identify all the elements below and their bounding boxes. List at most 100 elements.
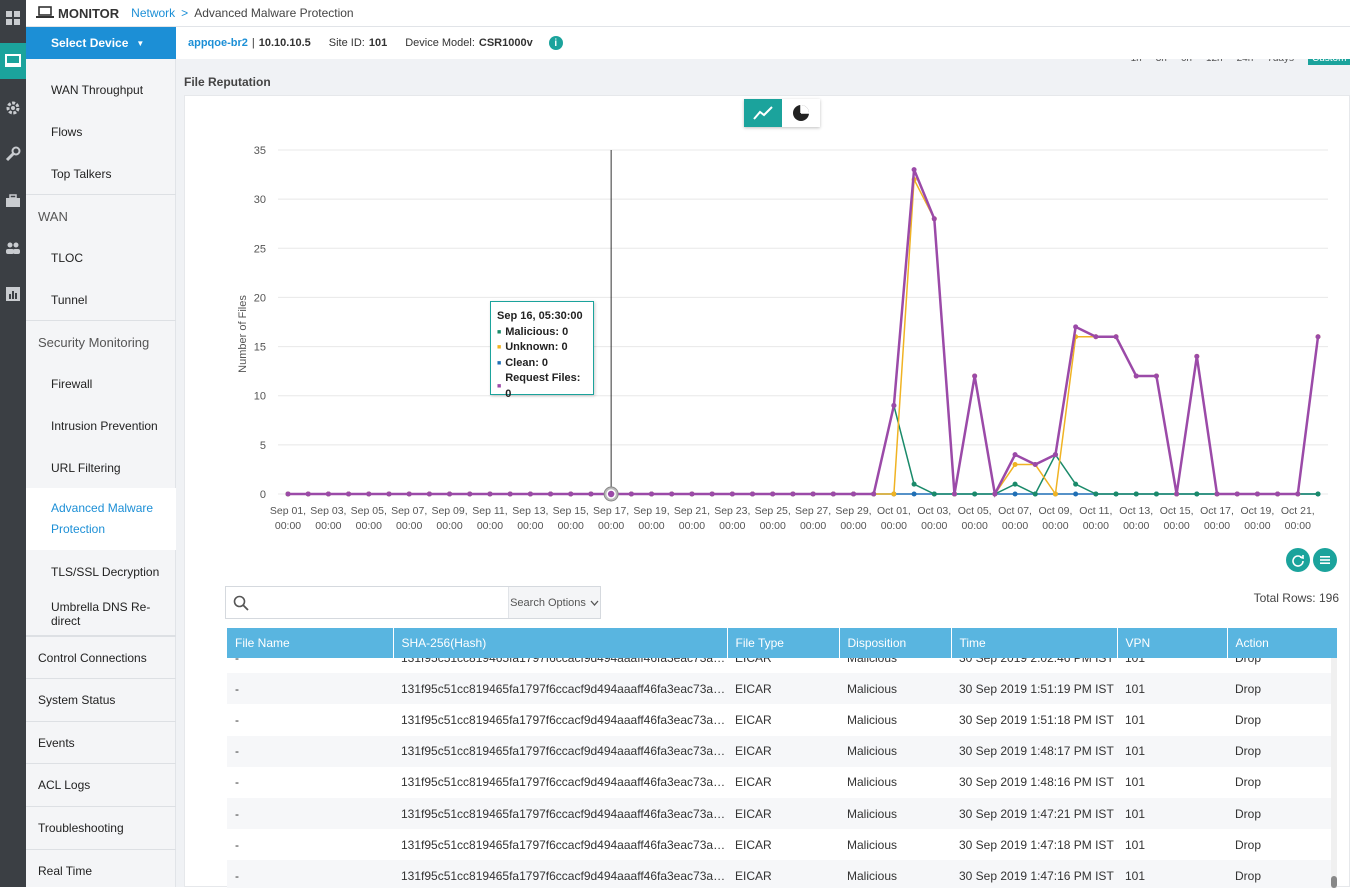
sidebar-item-top-talkers[interactable]: Top Talkers bbox=[26, 153, 176, 195]
select-device-button[interactable]: Select Device ▼ bbox=[26, 27, 176, 59]
table-cell: 101 bbox=[1117, 860, 1227, 888]
column-header-disposition[interactable]: Disposition bbox=[839, 628, 952, 658]
table-row[interactable]: -131f95c51cc819465fa1797f6ccacf9d494aaaf… bbox=[227, 767, 1337, 798]
x-tick-label: Oct 01, 00:00 bbox=[877, 505, 911, 532]
y-tick-label: 15 bbox=[254, 342, 266, 354]
table-row[interactable]: -131f95c51cc819465fa1797f6ccacf9d494aaaf… bbox=[227, 673, 1337, 705]
table-row[interactable]: -131f95c51cc819465fa1797f6ccacf9d494aaaf… bbox=[227, 797, 1337, 830]
users-icon[interactable] bbox=[0, 230, 26, 266]
data-point bbox=[830, 491, 836, 497]
data-point bbox=[1153, 373, 1159, 379]
search-input[interactable] bbox=[256, 588, 508, 617]
table-cell: Drop bbox=[1227, 735, 1337, 767]
time-range-3h[interactable]: 3h bbox=[1156, 59, 1167, 65]
search-icon bbox=[226, 595, 256, 611]
series-swatch: ■ bbox=[497, 359, 502, 367]
data-point bbox=[1194, 491, 1200, 497]
table-cell: Drop bbox=[1227, 860, 1337, 888]
table-cell: EICAR bbox=[727, 735, 839, 767]
line-chart-toggle-button[interactable] bbox=[744, 99, 782, 127]
data-point bbox=[729, 491, 735, 497]
menu-button[interactable] bbox=[1313, 548, 1337, 572]
sidebar-item-tunnel[interactable]: Tunnel bbox=[26, 279, 176, 321]
table-row[interactable]: -131f95c51cc819465fa1797f6ccacf9d494aaaf… bbox=[227, 829, 1337, 860]
dashboard-icon[interactable] bbox=[0, 0, 26, 36]
table-cell: 131f95c51cc819465fa1797f6ccacf9d494aaaff… bbox=[401, 837, 727, 852]
analytics-icon[interactable] bbox=[0, 276, 26, 312]
sidebar-item-label: Advanced Malware Protection bbox=[51, 501, 154, 536]
sidebar-item-troubleshooting[interactable]: Troubleshooting bbox=[26, 806, 176, 848]
sidebar-item-url-filtering[interactable]: URL Filtering bbox=[26, 447, 176, 489]
pie-chart-toggle-button[interactable] bbox=[782, 99, 820, 127]
monitor-icon[interactable] bbox=[0, 43, 26, 79]
search-options-dropdown[interactable]: Search Options bbox=[508, 587, 600, 618]
table-row[interactable]: -131f95c51cc819465fa1797f6ccacf9d494aaaf… bbox=[227, 704, 1337, 735]
data-point bbox=[1234, 491, 1240, 497]
x-tick-label: Oct 19, 00:00 bbox=[1240, 505, 1274, 532]
column-header-action[interactable]: Action bbox=[1227, 628, 1338, 658]
device-ip: 10.10.10.5 bbox=[258, 37, 311, 49]
sidebar-item-umbrella-dns-re-direct[interactable]: Umbrella DNS Re-direct bbox=[26, 593, 176, 635]
column-header-file-name[interactable]: File Name bbox=[227, 628, 394, 658]
time-range-7days[interactable]: 7days bbox=[1267, 59, 1294, 65]
device-hostname[interactable]: appqoe-br2 bbox=[188, 37, 248, 49]
column-header-sha-256-hash[interactable]: SHA-256(Hash) bbox=[393, 628, 728, 658]
table-cell: Drop bbox=[1227, 658, 1337, 673]
sidebar-item-acl-logs[interactable]: ACL Logs bbox=[26, 763, 176, 805]
column-header-file-type[interactable]: File Type bbox=[727, 628, 840, 658]
table-cell: 101 bbox=[1117, 735, 1227, 767]
time-range-6h[interactable]: 6h bbox=[1181, 59, 1192, 65]
data-point bbox=[1133, 373, 1139, 379]
sidebar-item-firewall[interactable]: Firewall bbox=[26, 363, 176, 405]
scrollbar-thumb[interactable] bbox=[1331, 876, 1337, 888]
refresh-icon bbox=[1292, 555, 1304, 567]
y-tick-label: 5 bbox=[260, 440, 266, 452]
table-row[interactable]: -131f95c51cc819465fa1797f6ccacf9d494aaaf… bbox=[227, 735, 1337, 767]
sidebar-item-intrusion-prevention[interactable]: Intrusion Prevention bbox=[26, 405, 176, 447]
data-point bbox=[1073, 481, 1079, 487]
sidebar-item-control-connections[interactable]: Control Connections bbox=[26, 636, 176, 678]
sidebar-item-label: Real Time bbox=[38, 863, 93, 878]
y-axis-label: Number of Files bbox=[237, 295, 249, 373]
time-range-custom[interactable]: Custom bbox=[1308, 59, 1350, 65]
time-range-12h[interactable]: 12h bbox=[1206, 59, 1223, 65]
data-point bbox=[1133, 491, 1139, 497]
table-cell: - bbox=[227, 860, 393, 888]
sidebar-item-advanced-malware-protection[interactable]: Advanced Malware Protection bbox=[26, 488, 176, 550]
sidebar-item-label: Top Talkers bbox=[51, 167, 112, 181]
sidebar-item-flows[interactable]: Flows bbox=[26, 111, 176, 153]
column-header-time[interactable]: Time bbox=[951, 628, 1118, 658]
time-range-24h[interactable]: 24h bbox=[1237, 59, 1254, 65]
sidebar-item-label: Umbrella DNS Re-direct bbox=[51, 600, 151, 628]
sidebar-item-real-time[interactable]: Real Time bbox=[26, 849, 176, 891]
data-point bbox=[325, 491, 331, 497]
table-row[interactable]: -131f95c51cc819465fa1797f6ccacf9d494aaaf… bbox=[227, 860, 1337, 888]
sidebar-item-wan-throughput[interactable]: WAN Throughput bbox=[26, 69, 176, 111]
time-range-1h[interactable]: 1h bbox=[1131, 59, 1142, 65]
breadcrumb-network-link[interactable]: Network bbox=[131, 6, 176, 20]
data-point bbox=[386, 491, 392, 497]
main-content: 1h3h6h12h24h7daysCustom File Reputation … bbox=[176, 59, 1350, 888]
table-cell: - bbox=[227, 797, 393, 830]
info-icon[interactable]: i bbox=[548, 36, 563, 50]
sidebar-item-tloc[interactable]: TLOC bbox=[26, 237, 176, 279]
refresh-button[interactable] bbox=[1286, 548, 1310, 572]
sidebar-item-label: URL Filtering bbox=[51, 461, 121, 475]
wrench-icon[interactable] bbox=[0, 136, 26, 172]
column-header-vpn[interactable]: VPN bbox=[1117, 628, 1228, 658]
search-options-label: Search Options bbox=[510, 596, 586, 609]
table-scrollbar[interactable] bbox=[1331, 658, 1337, 888]
gear-icon[interactable] bbox=[0, 90, 26, 126]
sidebar-item-wan: WAN bbox=[26, 195, 176, 237]
x-tick-label: Oct 15, 00:00 bbox=[1160, 505, 1194, 532]
select-device-label: Select Device bbox=[51, 36, 129, 50]
table-cell: - bbox=[227, 673, 393, 705]
data-point bbox=[1073, 491, 1079, 497]
sidebar-item-tls-ssl-decryption[interactable]: TLS/SSL Decryption bbox=[26, 551, 176, 593]
data-point bbox=[1032, 462, 1038, 468]
sidebar-item-system-status[interactable]: System Status bbox=[26, 678, 176, 720]
briefcase-icon[interactable] bbox=[0, 183, 26, 219]
sidebar-item-events[interactable]: Events bbox=[26, 721, 176, 763]
table-row[interactable]: -131f95c51cc819465fa1797f6ccacf9d494aaaf… bbox=[227, 658, 1337, 673]
data-point bbox=[891, 403, 897, 409]
